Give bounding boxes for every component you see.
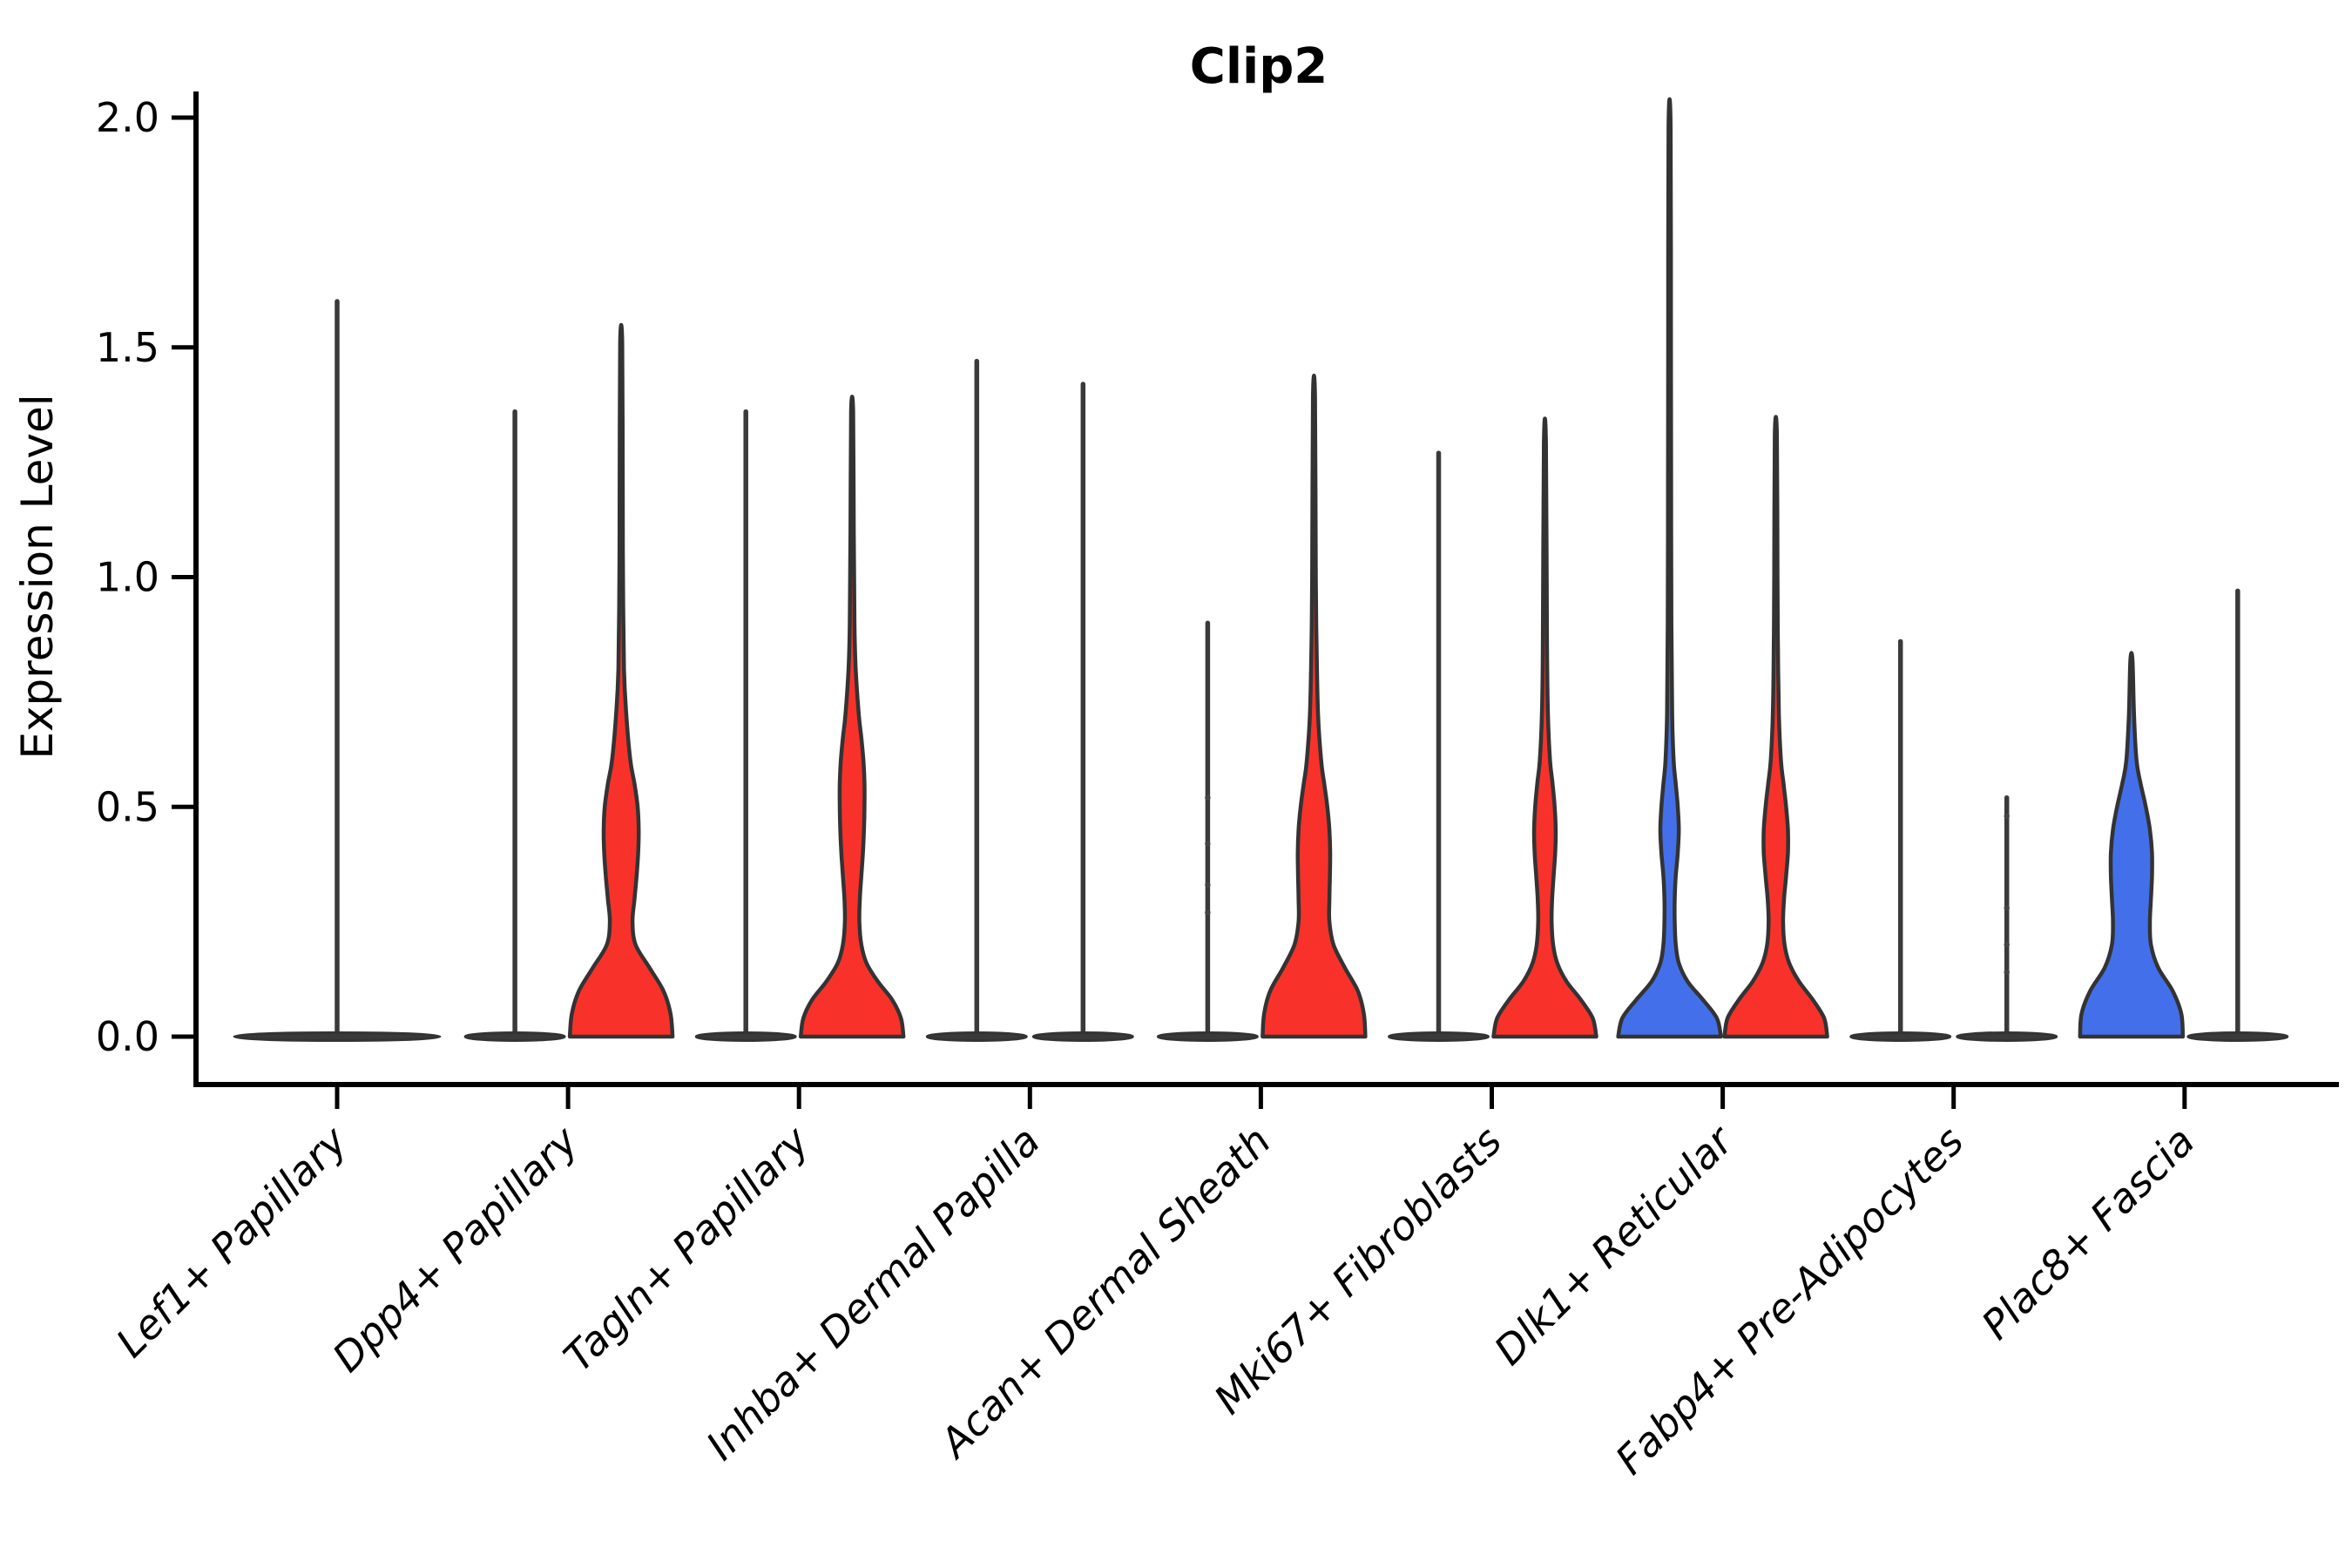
y-tick-label: 0.0 bbox=[96, 1013, 159, 1060]
jitter-dot bbox=[2004, 969, 2010, 976]
violin-collapsed-base bbox=[1956, 1031, 2058, 1042]
axis-spines bbox=[193, 91, 2339, 1087]
violin-collapsed-base bbox=[925, 1031, 1028, 1042]
jitter-dot bbox=[1205, 794, 1211, 801]
violin-collapsed-base bbox=[233, 1031, 442, 1042]
jitter-dot bbox=[1205, 909, 1211, 916]
y-tick-label: 2.0 bbox=[96, 94, 159, 141]
chart-title: Clip2 bbox=[1190, 38, 1328, 95]
violin-layer bbox=[233, 97, 2289, 1042]
x-tick-label: Lef1+ Papillary bbox=[107, 1117, 356, 1366]
y-tick-label: 1.5 bbox=[96, 324, 159, 371]
violin-shape-blue bbox=[1616, 97, 1723, 1039]
y-tick-label: 1.0 bbox=[96, 554, 159, 601]
violin-shape-red bbox=[1722, 415, 1829, 1039]
jitter-dot bbox=[1205, 841, 1211, 847]
violin-shape-red bbox=[798, 395, 906, 1039]
violin-collapsed-base bbox=[1031, 1031, 1134, 1042]
violin-shape-blue bbox=[2078, 651, 2186, 1039]
violin-collapsed-base bbox=[463, 1031, 566, 1042]
y-axis-label: Expression Level bbox=[12, 394, 63, 759]
jitter-dot bbox=[2004, 942, 2010, 948]
violin-collapsed-base bbox=[694, 1031, 797, 1042]
y-tick-label: 0.5 bbox=[96, 783, 159, 830]
violin-collapsed-base bbox=[1388, 1031, 1490, 1042]
violin-shape-red bbox=[1260, 374, 1368, 1039]
jitter-dot bbox=[1205, 882, 1211, 889]
jitter-dot bbox=[2004, 905, 2010, 911]
jitter-dot bbox=[2004, 813, 2010, 819]
x-tick-label: Plac8+ Fascia bbox=[1972, 1118, 2203, 1348]
violin-shape-red bbox=[567, 322, 675, 1039]
violin-collapsed-base bbox=[2186, 1031, 2289, 1042]
violin-collapsed-base bbox=[1156, 1031, 1259, 1042]
x-tick-label: Dpp4+ Papillary bbox=[323, 1117, 587, 1381]
violin-collapsed-base bbox=[1849, 1031, 1952, 1042]
x-tick-label: Dlk1+ Reticular bbox=[1485, 1115, 1744, 1374]
x-tick-label: Tagln+ Papillary bbox=[555, 1117, 819, 1381]
violin-shape-red bbox=[1491, 416, 1598, 1039]
